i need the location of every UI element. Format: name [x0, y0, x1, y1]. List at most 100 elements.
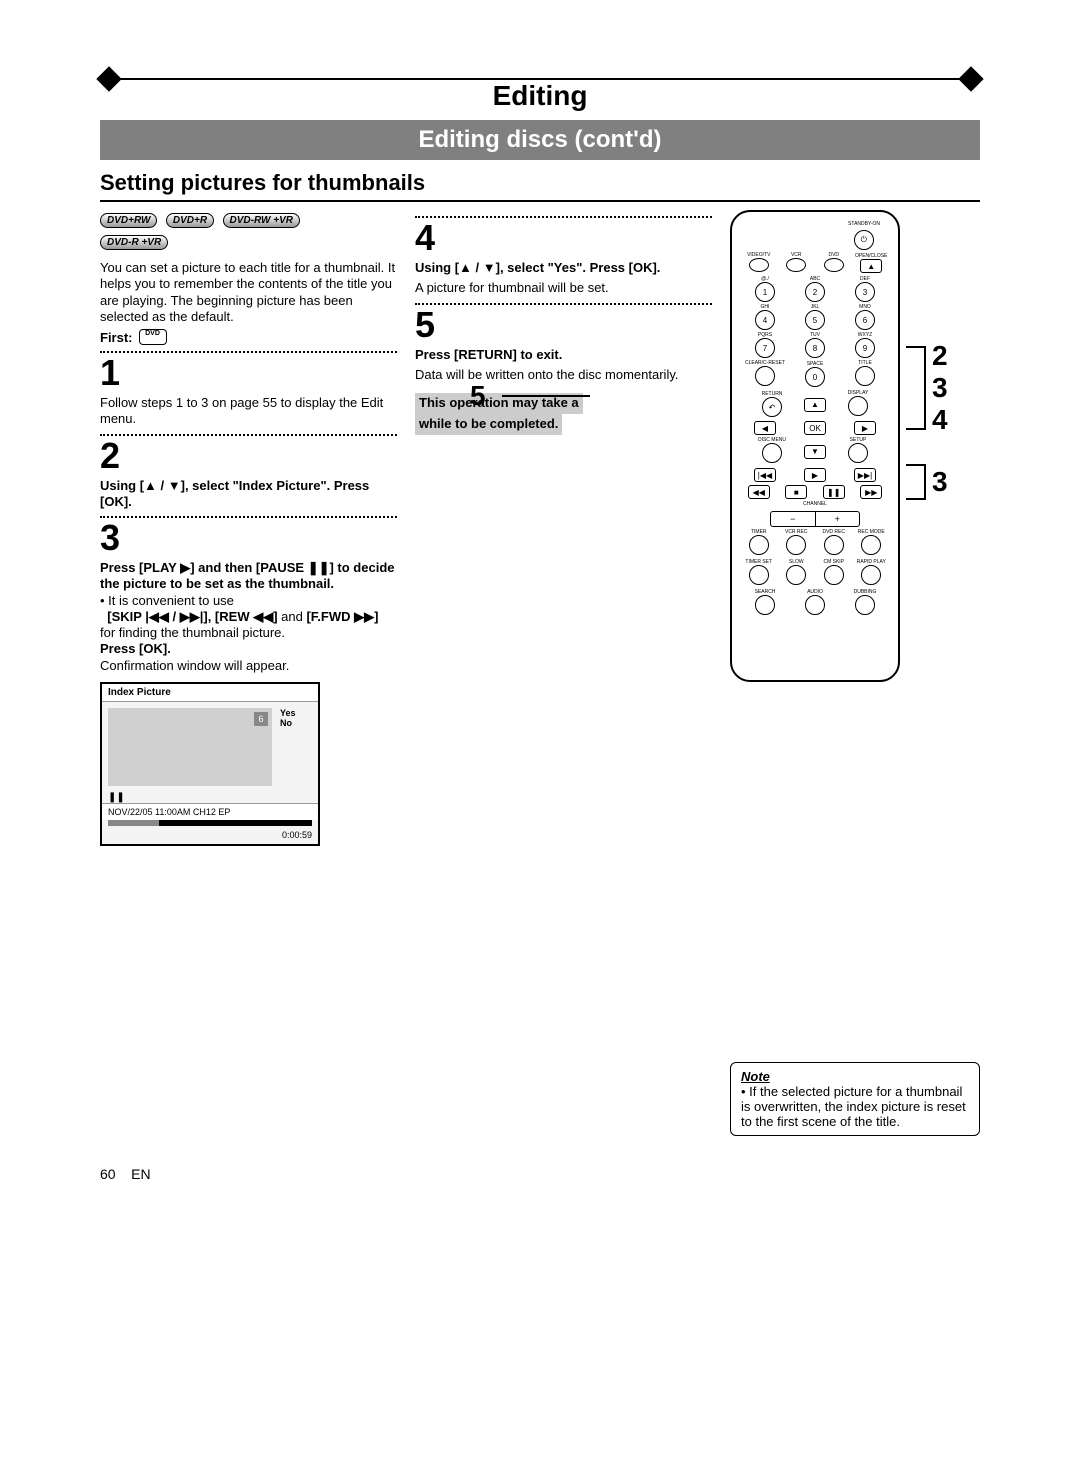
step4-bold: Using [▲ / ▼], select "Yes". Press [OK]. [415, 260, 712, 276]
ch-minus[interactable]: − [771, 512, 816, 526]
step-text: Using [▲ / ▼], select "Index Picture". P… [100, 478, 397, 511]
standby-label: STANDBY-ON [740, 222, 890, 227]
step-num: 2 [100, 438, 397, 474]
columns: DVD+RW DVD+R DVD-RW +VR DVD-R +VR You ca… [100, 210, 980, 1136]
step-num: 1 [100, 355, 397, 391]
divider [100, 351, 397, 353]
step-text: Follow steps 1 to 3 on page 55 to displa… [100, 395, 397, 428]
num-button[interactable]: 5 [805, 310, 825, 330]
preview-thumb: 6 [108, 708, 272, 786]
l: [SKIP |◀◀ / ▶▶|], [REW ◀◀] [107, 609, 277, 624]
slow-button[interactable] [786, 565, 806, 585]
disc-badge: DVD-R +VR [100, 235, 168, 250]
down-button[interactable]: ▼ [804, 445, 826, 459]
preview-body: 6 Yes No [102, 702, 318, 792]
step-num: 5 [415, 307, 712, 343]
dvd-button[interactable] [824, 258, 844, 272]
l: • It is convenient to use [100, 593, 234, 608]
callout-num: 4 [932, 404, 948, 436]
step-num: 4 [415, 220, 712, 256]
skip-next-button[interactable]: ▶▶| [854, 468, 876, 482]
l: Press [OK]. [100, 641, 171, 656]
return-button[interactable]: ↶ [762, 397, 782, 417]
num-button[interactable]: 6 [855, 310, 875, 330]
num-button[interactable]: 0 [805, 367, 825, 387]
display-button[interactable] [848, 396, 868, 416]
diamond-right-icon [958, 66, 983, 91]
channel-label: CHANNEL [740, 502, 890, 507]
hl2: while to be completed. [415, 414, 562, 435]
ffwd-button[interactable]: ▶▶ [860, 485, 882, 499]
clear-button[interactable] [755, 366, 775, 386]
vcr-button[interactable] [786, 258, 806, 272]
title-button[interactable] [855, 366, 875, 386]
page-number: 60 EN [100, 1166, 980, 1182]
preview-title: Index Picture [102, 684, 318, 702]
num-button[interactable]: 9 [855, 338, 875, 358]
open-close-button[interactable]: ▲ [860, 259, 882, 273]
search-button[interactable] [755, 595, 775, 615]
cm-skip-button[interactable] [824, 565, 844, 585]
note-title: Note [741, 1069, 969, 1084]
videotv-button[interactable] [749, 258, 769, 272]
timer-set-button[interactable] [749, 565, 769, 585]
l: Confirmation window will appear. [100, 658, 289, 673]
page-title: Editing [473, 80, 608, 112]
remote-control: STANDBY-ON ⏻ VIDEO/TV VCR DVD OPEN/CLOSE… [730, 210, 900, 682]
callout-num: 3 [932, 372, 948, 404]
step5-text: Data will be written onto the disc momen… [415, 367, 712, 383]
ch-plus[interactable]: + [816, 512, 860, 526]
step-num: 3 [100, 520, 397, 556]
preview-thumbnum: 6 [254, 712, 268, 726]
ok-button[interactable]: OK [804, 421, 826, 435]
remote-callouts: 2 3 4 3 [900, 340, 948, 500]
left-button[interactable]: ◀ [754, 421, 776, 435]
num-button[interactable]: 8 [805, 338, 825, 358]
col-1: DVD+RW DVD+R DVD-RW +VR DVD-R +VR You ca… [100, 210, 397, 1136]
dubbing-button[interactable] [855, 595, 875, 615]
divider [100, 434, 397, 436]
channel-bar[interactable]: − + [770, 511, 860, 527]
callout-five: 5 [470, 380, 486, 412]
col-3: STANDBY-ON ⏻ VIDEO/TV VCR DVD OPEN/CLOSE… [730, 210, 980, 1136]
num-button[interactable]: 2 [805, 282, 825, 302]
first-label: First: [100, 330, 133, 345]
remote-wrap: STANDBY-ON ⏻ VIDEO/TV VCR DVD OPEN/CLOSE… [730, 210, 980, 682]
preview-box: Index Picture 6 Yes No ❚❚ NOV/22/05 11:0… [100, 682, 320, 846]
disc-badge: DVD+R [166, 213, 214, 228]
dvd-rec-button[interactable] [824, 535, 844, 555]
bracket-icon [906, 464, 926, 500]
vcr-rec-button[interactable] [786, 535, 806, 555]
page: Editing Editing discs (cont'd) Setting p… [0, 0, 1080, 1222]
rapid-play-button[interactable] [861, 565, 881, 585]
callout-group: 3 [906, 464, 948, 500]
num-button[interactable]: 3 [855, 282, 875, 302]
setup-button[interactable] [848, 443, 868, 463]
up-button[interactable]: ▲ [804, 398, 826, 412]
num-button[interactable]: 1 [755, 282, 775, 302]
diamond-left-icon [96, 66, 121, 91]
rew-button[interactable]: ◀◀ [748, 485, 770, 499]
stop-button[interactable]: ■ [785, 485, 807, 499]
audio-button[interactable] [805, 595, 825, 615]
l: [F.FWD ▶▶] [306, 609, 378, 624]
pause-button[interactable]: ❚❚ [823, 485, 845, 499]
page-lang: EN [131, 1166, 150, 1182]
play-button[interactable]: ▶ [804, 468, 826, 482]
callout-group: 2 3 4 [906, 340, 948, 436]
num-button[interactable]: 7 [755, 338, 775, 358]
right-button[interactable]: ▶ [854, 421, 876, 435]
bracket-icon [906, 346, 926, 430]
standby-button[interactable]: ⏻ [854, 230, 874, 250]
divider [415, 303, 712, 305]
step-3-text: Press [PLAY ▶] and then [PAUSE ❚❚] to de… [100, 560, 397, 674]
divider [100, 516, 397, 518]
rec-mode-button[interactable] [861, 535, 881, 555]
disc-menu-button[interactable] [762, 443, 782, 463]
timer-button[interactable] [749, 535, 769, 555]
intro-text: You can set a picture to each title for … [100, 260, 397, 325]
first-row: First: DVD [100, 329, 397, 345]
skip-prev-button[interactable]: |◀◀ [754, 468, 776, 482]
preview-foot: NOV/22/05 11:00AM CH12 EP [102, 803, 318, 820]
num-button[interactable]: 4 [755, 310, 775, 330]
